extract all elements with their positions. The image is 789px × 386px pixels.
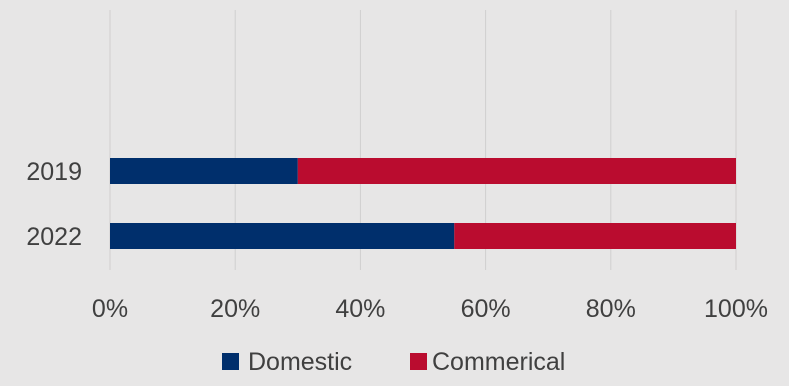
legend-swatch: [222, 353, 239, 370]
bars: [110, 158, 736, 249]
x-tick-label: 80%: [586, 295, 636, 323]
x-tick-label: 40%: [335, 295, 385, 323]
bar-domestic-2019: [110, 158, 298, 184]
x-tick-labels: 0% 20% 40% 60% 80% 100%: [92, 295, 768, 323]
legend: Domestic Commerical: [222, 348, 565, 376]
category-label: 2019: [26, 158, 82, 186]
legend-label: Domestic: [248, 348, 352, 376]
bar-commerical-2022: [454, 223, 736, 249]
x-tick-label: 0%: [92, 295, 128, 323]
bar-commerical-2019: [297, 158, 736, 184]
category-labels: 2019 2022: [26, 158, 82, 251]
x-tick-label: 60%: [461, 295, 511, 323]
bar-domestic-2022: [110, 223, 455, 249]
legend-label: Commerical: [432, 348, 565, 376]
x-tick-label: 20%: [210, 295, 260, 323]
legend-swatch: [410, 353, 427, 370]
legend-item: Domestic: [222, 348, 352, 376]
legend-item: Commerical: [410, 348, 565, 376]
category-label: 2022: [26, 223, 82, 251]
x-tick-label: 100%: [704, 295, 768, 323]
